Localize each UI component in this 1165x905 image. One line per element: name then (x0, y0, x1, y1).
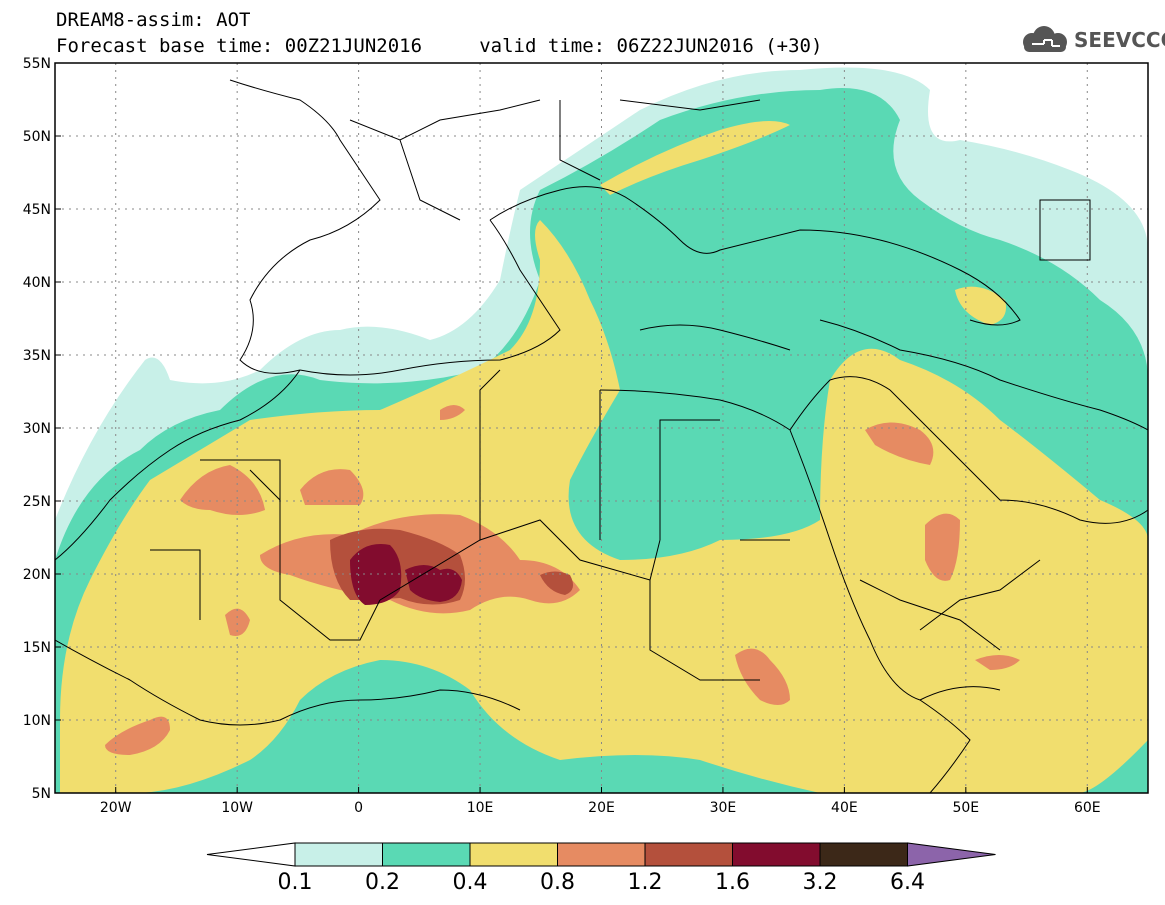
aot-field (55, 67, 1148, 793)
colorbar-bin (382, 842, 471, 867)
lon-tick-label: 60E (1074, 800, 1101, 816)
aot-band-0.4-caspian (955, 286, 1006, 325)
colorbar-bin (732, 842, 821, 867)
aot-band-0.4 (60, 220, 1148, 793)
lat-tick-label: 10N (23, 713, 51, 729)
lon-tick-label: 50E (952, 800, 979, 816)
lon-tick-label: 40E (831, 800, 858, 816)
colorbar-level-label: 3.2 (803, 870, 838, 895)
colorbar-bin (557, 842, 646, 867)
chart-title: DREAM8-assim: AOT (56, 9, 251, 31)
lon-tick-label: 10W (221, 800, 253, 816)
lat-tick-label: 35N (23, 348, 51, 364)
colorbar-level-label: 1.2 (628, 870, 663, 895)
lon-tick-label: 20E (588, 800, 615, 816)
lat-tick-label: 50N (23, 129, 51, 145)
seevccc-logo (1023, 26, 1067, 52)
lat-tick-label: 45N (23, 202, 51, 218)
colorbar-level-label: 1.6 (715, 870, 750, 895)
lon-tick-label: 0 (354, 800, 363, 816)
lat-tick-label: 30N (23, 421, 51, 437)
colorbar-bin (819, 842, 908, 867)
forecast-time-line: Forecast base time: 00Z21JUN2016 valid t… (56, 35, 823, 57)
lat-tick-label: 20N (23, 567, 51, 583)
lat-tick-label: 5N (32, 786, 51, 802)
colorbar-bin (294, 842, 383, 867)
lon-axis: 20W 10W 0 10E 20E 30E 40E 50E 60E (100, 787, 1101, 816)
lat-tick-label: 25N (23, 494, 51, 510)
aot-band-0.4-north (600, 121, 790, 195)
logo-text: SEEVCCC (1074, 28, 1165, 52)
lat-tick-label: 55N (23, 56, 51, 72)
colorbar-level-label: 0.2 (365, 870, 400, 895)
lat-tick-label: 15N (23, 640, 51, 656)
colorbar-bin (469, 842, 558, 867)
colorbar-level-label: 0.8 (540, 870, 575, 895)
lat-tick-label: 40N (23, 275, 51, 291)
lon-tick-label: 10E (467, 800, 494, 816)
lon-tick-label: 30E (710, 800, 737, 816)
colorbar-bin (644, 842, 733, 867)
lat-axis: 55N 50N 45N 40N 35N 30N 25N 20N 15N 10N 5N (23, 56, 61, 802)
colorbar: 0.1 0.2 0.4 0.8 1.2 1.6 3.2 6.4 (206, 842, 996, 895)
colorbar-level-label: 0.1 (278, 870, 313, 895)
colorbar-level-label: 0.4 (453, 870, 488, 895)
colorbar-low-extend (206, 842, 296, 867)
coastlines (55, 79, 1148, 793)
colorbar-high-extend (907, 842, 996, 867)
lon-tick-label: 20W (100, 800, 132, 816)
colorbar-level-label: 6.4 (890, 870, 925, 895)
